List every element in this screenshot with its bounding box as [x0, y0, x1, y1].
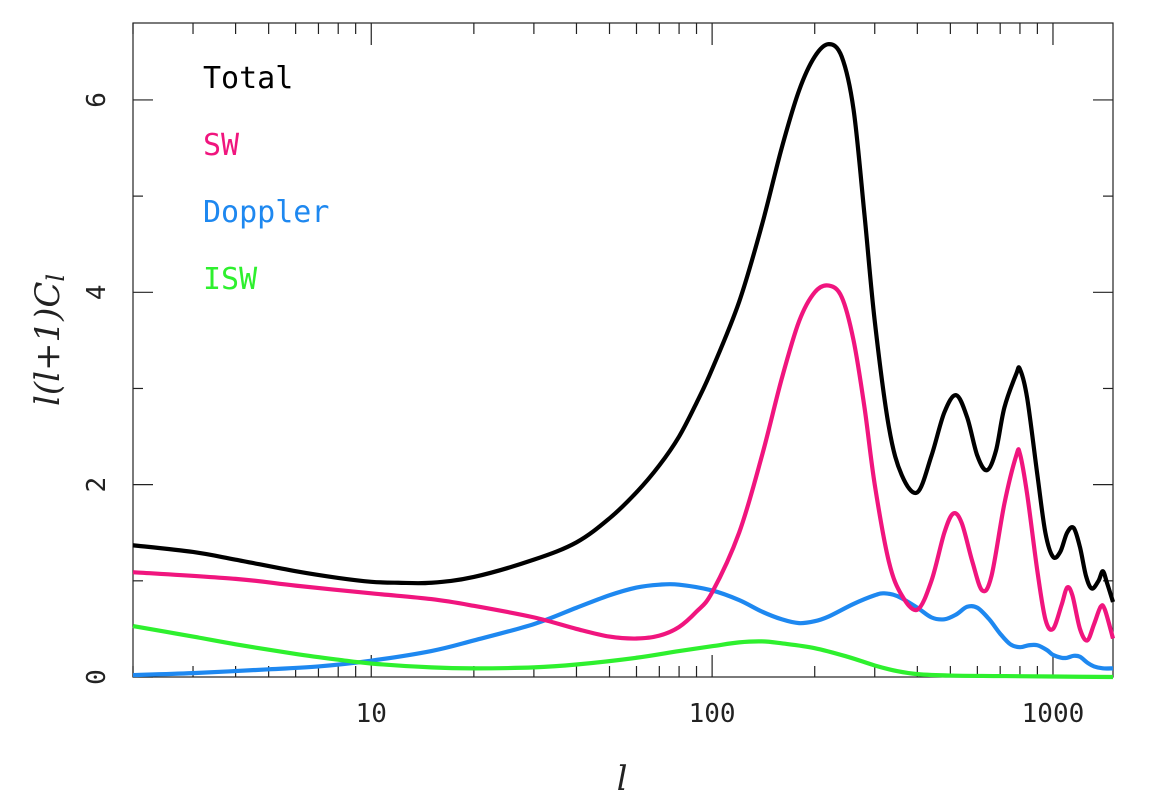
plot-frame [132, 22, 1114, 678]
axis-ticks [132, 23, 1113, 678]
plot-border [132, 22, 1114, 678]
x-axis-title: l [617, 759, 628, 799]
x-tick-label: 100 [689, 699, 736, 729]
series-line-total [132, 42, 1116, 603]
series-line-doppler [132, 582, 1114, 678]
x-tick-label: 1000 [1022, 699, 1085, 729]
y-axis-title: l(l+1)Cl [28, 274, 70, 406]
legend-entry-total: Total [203, 61, 293, 96]
series-line-sw [132, 283, 1116, 643]
y-tick-label: 2 [82, 477, 112, 493]
tick-labels: 10 100 1000 0 2 4 6 [82, 92, 1084, 729]
legend: Total SW Doppler ISW [203, 61, 329, 297]
y-tick-label: 6 [82, 92, 112, 108]
legend-entry-doppler: Doppler [203, 195, 329, 230]
y-tick-label: 0 [82, 669, 112, 685]
x-tick-label: 10 [356, 699, 387, 729]
legend-entry-isw: ISW [203, 262, 258, 297]
series-lines [132, 42, 1116, 680]
y-tick-label: 4 [82, 284, 112, 300]
legend-entry-sw: SW [203, 128, 240, 163]
series-line-isw [132, 623, 1114, 680]
